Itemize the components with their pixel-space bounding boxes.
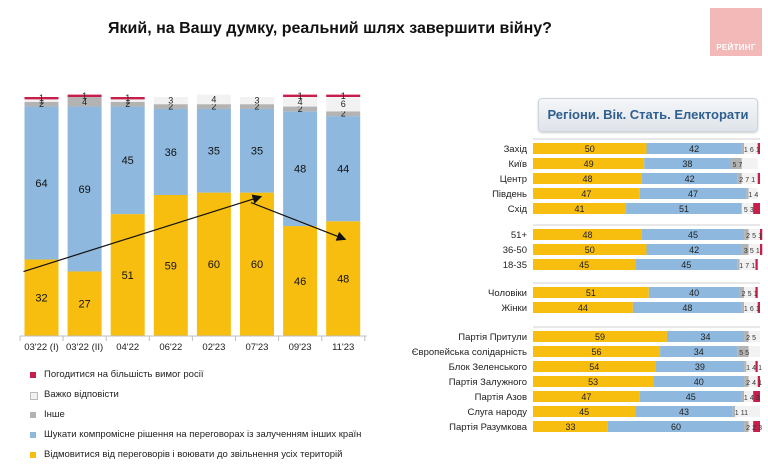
data-label: 4 — [211, 94, 216, 104]
data-label: 69 — [78, 184, 90, 196]
legend-swatch — [30, 392, 38, 400]
data-label: 59 — [165, 260, 177, 272]
legend-label: Погодитися на більшість вимог росії — [44, 369, 203, 380]
data-label: 60 — [251, 259, 263, 271]
legend-swatch — [30, 412, 36, 418]
legend-swatch — [30, 452, 36, 458]
legend-swatch — [30, 372, 36, 378]
data-label: 46 — [294, 276, 306, 288]
data-label: 64 — [35, 178, 47, 190]
data-label: 60 — [208, 259, 220, 271]
segments-banner: Регіони. Вік. Стать. Електорати — [538, 98, 758, 132]
data-label: 3 — [168, 96, 173, 106]
data-label: 35 — [251, 146, 263, 158]
legend-label: Відмовитися від переговорів і воювати до… — [44, 449, 342, 460]
data-label: 44 — [337, 164, 349, 176]
data-label: 45 — [122, 155, 134, 167]
data-label: 32 — [35, 293, 47, 305]
data-label: 48 — [337, 273, 349, 285]
x-tick-label: 07'23 — [246, 342, 269, 353]
x-tick-label: 09'23 — [289, 342, 312, 353]
x-tick-label: 04'22 — [116, 342, 139, 353]
x-tick-label: 02'23 — [202, 342, 225, 353]
data-label: 1 — [125, 93, 130, 103]
legend-label: Важко відповісти — [44, 389, 119, 400]
legend-label: Інше — [44, 409, 65, 420]
data-label: 48 — [294, 164, 306, 176]
x-tick-label: 11'23 — [332, 342, 354, 353]
data-label: 35 — [208, 146, 220, 158]
data-label: 1 — [39, 93, 44, 103]
legend-label: Шукати компромісне рішення на переговора… — [44, 429, 361, 440]
x-tick-label: 03'22 (II) — [66, 342, 103, 353]
data-label: 3 — [254, 96, 259, 106]
data-label: 36 — [165, 147, 177, 159]
data-label: 1 — [82, 91, 87, 101]
data-label: 1 — [298, 91, 303, 101]
data-label: 1 — [341, 91, 346, 101]
x-tick-label: 06'22 — [159, 342, 182, 353]
data-label: 27 — [78, 299, 90, 311]
data-label: 51 — [122, 270, 134, 282]
legend-swatch — [30, 432, 36, 438]
x-tick-label: 03'22 (I) — [24, 342, 59, 353]
